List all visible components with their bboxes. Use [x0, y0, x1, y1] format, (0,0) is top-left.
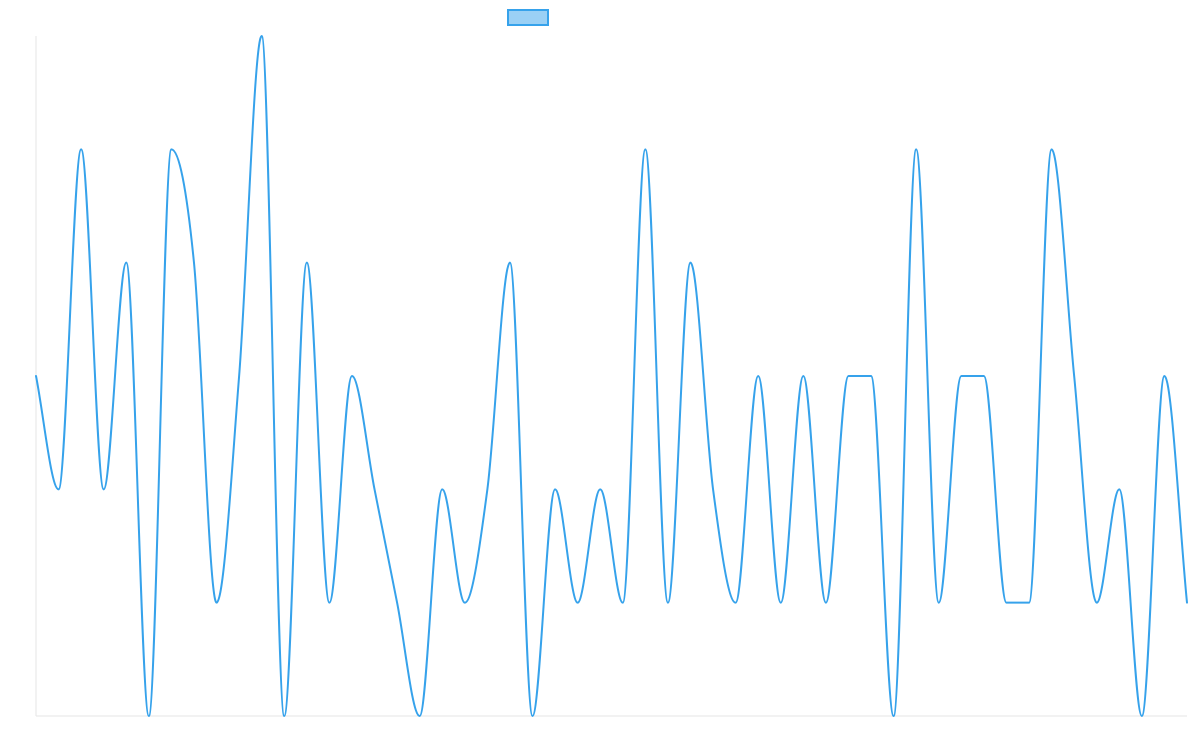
- data-point-3: [101, 486, 107, 492]
- data-point-29: [687, 260, 693, 266]
- data-point-8: [214, 600, 220, 606]
- data-point-19: [462, 600, 468, 606]
- data-point-16: [394, 600, 400, 606]
- data-point-32: [755, 373, 761, 379]
- data-point-47: [1094, 600, 1100, 606]
- data-point-18: [439, 486, 445, 492]
- legend[interactable]: [507, 9, 549, 26]
- data-point-25: [597, 486, 603, 492]
- data-point-35: [823, 600, 829, 606]
- series-layer: [33, 33, 1190, 719]
- data-point-17: [417, 713, 423, 719]
- data-point-2: [78, 146, 84, 152]
- series-line: [35, 35, 1188, 717]
- data-point-7: [191, 260, 197, 266]
- data-point-46: [1071, 373, 1077, 379]
- data-point-22: [530, 713, 536, 719]
- data-point-27: [642, 146, 648, 152]
- data-point-30: [710, 486, 716, 492]
- data-point-13: [326, 600, 332, 606]
- data-point-44: [1026, 600, 1032, 606]
- data-point-12: [304, 260, 310, 266]
- data-point-48: [1116, 486, 1122, 492]
- data-point-11: [281, 713, 287, 719]
- data-point-40: [936, 600, 942, 606]
- data-point-5: [146, 713, 152, 719]
- data-point-23: [552, 486, 558, 492]
- data-point-1: [56, 486, 62, 492]
- data-point-42: [981, 373, 987, 379]
- data-point-14: [349, 373, 355, 379]
- data-point-0: [33, 373, 39, 379]
- data-point-28: [665, 600, 671, 606]
- data-point-39: [913, 146, 919, 152]
- data-point-41: [958, 373, 964, 379]
- axes: [35, 36, 1187, 717]
- data-point-4: [123, 260, 129, 266]
- data-point-33: [778, 600, 784, 606]
- data-point-43: [1003, 600, 1009, 606]
- data-point-10: [259, 33, 265, 39]
- data-point-37: [868, 373, 874, 379]
- data-point-36: [845, 373, 851, 379]
- data-point-45: [1049, 146, 1055, 152]
- data-point-24: [575, 600, 581, 606]
- data-point-50: [1161, 373, 1167, 379]
- data-point-21: [507, 260, 513, 266]
- data-point-34: [800, 373, 806, 379]
- data-point-15: [372, 486, 378, 492]
- legend-swatch[interactable]: [507, 9, 549, 26]
- data-point-51: [1184, 600, 1190, 606]
- data-point-49: [1139, 713, 1145, 719]
- data-point-6: [168, 146, 174, 152]
- data-point-31: [733, 600, 739, 606]
- data-point-26: [620, 600, 626, 606]
- data-point-20: [484, 486, 490, 492]
- data-point-38: [891, 713, 897, 719]
- data-point-9: [236, 373, 242, 379]
